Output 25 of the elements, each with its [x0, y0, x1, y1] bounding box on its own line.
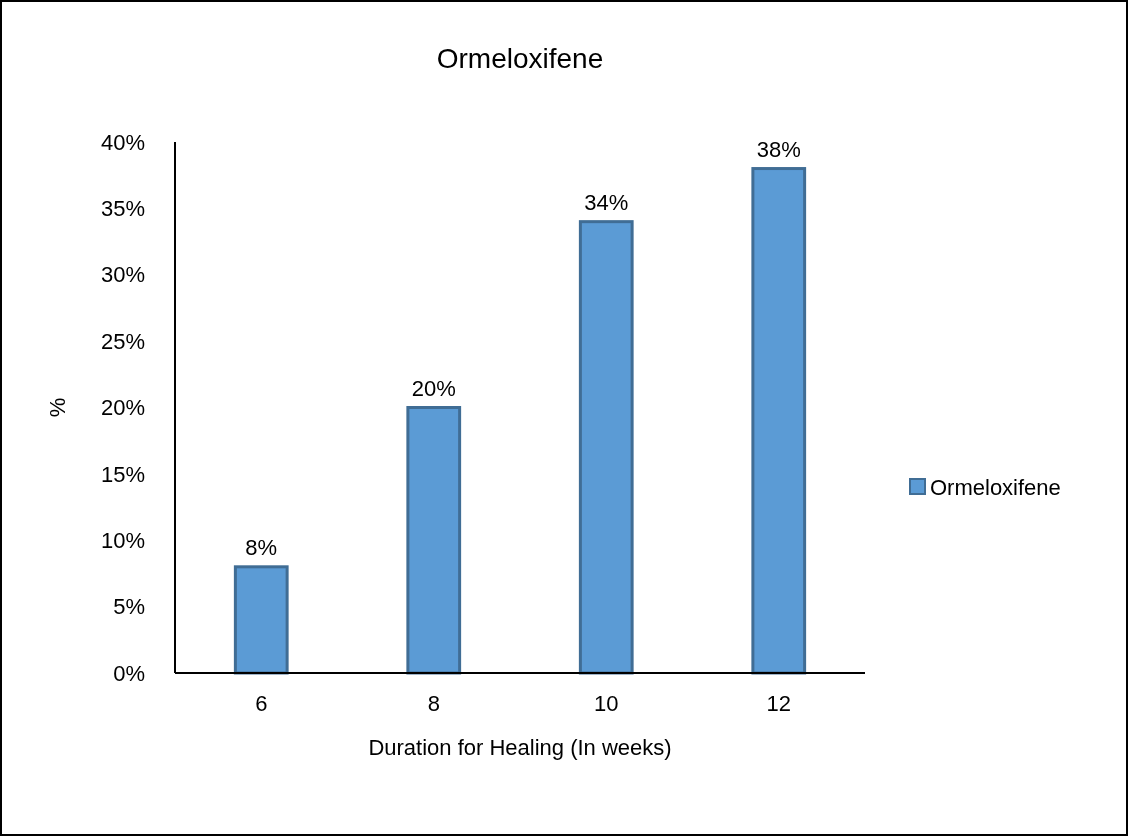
y-tick-label: 30% [100, 262, 145, 288]
data-label: 8% [245, 534, 278, 560]
x-axis-title: Duration for Healing (In weeks) [368, 735, 672, 760]
bar [751, 167, 807, 675]
bar [578, 220, 634, 675]
y-tick-label: 25% [100, 328, 145, 354]
x-tick-label: 10 [594, 691, 619, 716]
data-label: 38% [756, 136, 801, 162]
data-label: 20% [411, 375, 456, 401]
x-tick-label: 6 [255, 691, 268, 716]
x-tick-label: 8 [427, 691, 440, 716]
y-tick-label: 10% [100, 527, 145, 553]
x-tick-label: 12 [766, 691, 791, 716]
bar [233, 565, 289, 675]
y-tick-label: 35% [100, 196, 145, 222]
chart-title: Ormeloxifene [436, 43, 604, 74]
y-axis-title: % [45, 397, 70, 418]
y-tick-label: 15% [100, 461, 145, 487]
legend-label: Ormeloxifene [930, 474, 1061, 500]
y-tick-label: 40% [100, 129, 145, 155]
data-label: 34% [584, 189, 629, 215]
y-tick-label: 5% [113, 594, 145, 620]
y-tick-label: 0% [113, 660, 145, 686]
y-tick-label: 20% [100, 395, 145, 421]
bar [406, 406, 462, 675]
